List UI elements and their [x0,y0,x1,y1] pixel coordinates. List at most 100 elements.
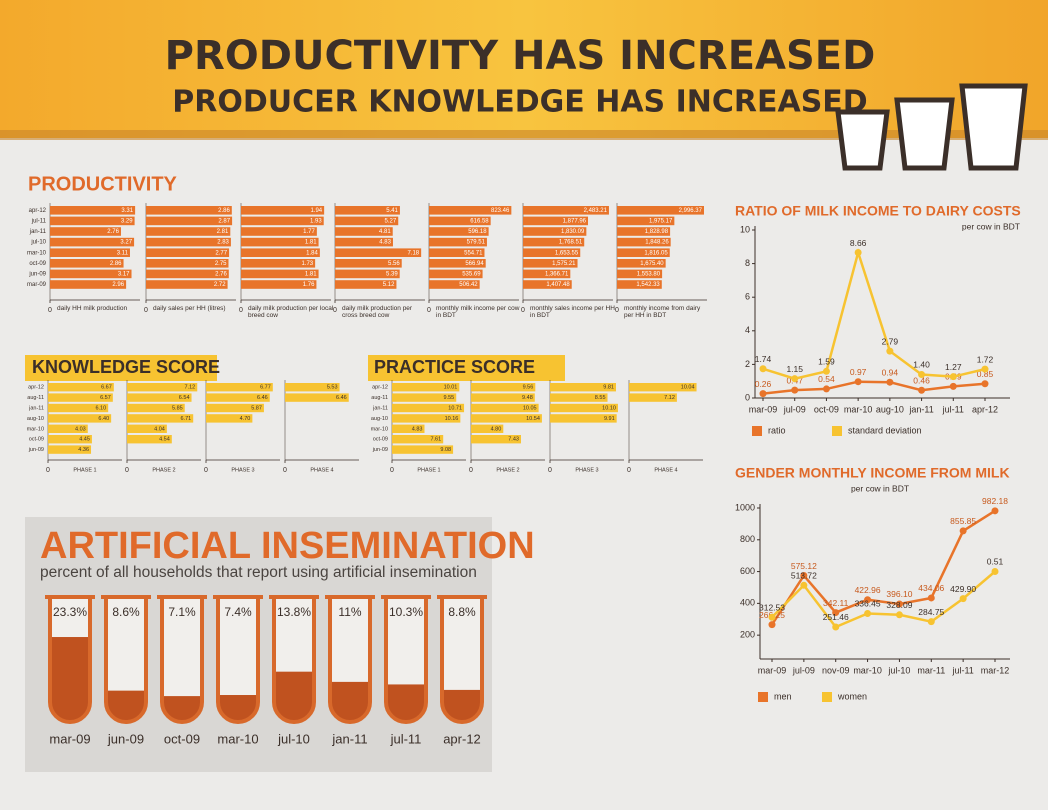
bar [50,237,135,247]
bar [48,393,113,402]
value-label: 10.16 [445,416,459,422]
bar [285,383,340,392]
value-label: 1,542.33 [636,282,660,288]
chart-title: ARTIFICIAL INSEMINATION [40,525,535,567]
x-tick-label: jul-10 [887,665,910,675]
value-label: 1.73 [301,261,313,267]
y-tick-label: 2 [745,359,750,369]
value-label: 0.51 [987,557,1004,567]
value-label: 1,675.40 [640,261,664,267]
tube-fill [50,637,90,722]
value-label: 429.90 [950,584,976,594]
bar [127,414,194,423]
caption-box: daily milk production per local breed co… [248,305,333,319]
x-tick-label: jul-09 [792,665,815,675]
chart-subtitle: per cow in BDT [962,221,1020,231]
bar [335,227,393,236]
category-label: oct-09 [164,731,200,746]
data-point [791,375,799,383]
category-label: jun-09 [28,271,46,277]
value-label: 336.45 [855,599,881,609]
x-tick-label: mar-12 [981,665,1010,675]
x-tick-label: jan-11 [908,404,933,414]
value-label: 9.91 [604,416,615,422]
value-label: 513.72 [791,571,817,581]
category-label: mar-10 [217,731,258,746]
value-label: 1.84 [306,250,318,256]
tube-outline [384,598,428,724]
value-label: 5.12 [383,282,395,288]
x-tick-label: mar-09 [749,404,778,414]
category-label: jan-11 [372,405,388,411]
category-label: jul-10 [30,240,46,246]
category-label: mar-10 [27,426,44,432]
section-title: PRODUCTIVITY [28,173,178,195]
bar [146,269,229,279]
value-label: 6.46 [336,395,347,401]
value-label: 3.31 [121,208,133,214]
x-tick-label: apr-12 [972,404,998,414]
bar [471,435,521,444]
category-label: aug-11 [27,395,44,401]
value-label: 4.81 [379,229,391,235]
value-label: 6.57 [100,395,111,401]
bar [285,393,349,402]
bar [471,393,535,402]
x-tick-label: 0 [283,467,287,474]
bar [392,393,457,402]
bar [48,403,109,413]
bar [629,393,677,402]
bar [429,259,486,268]
value-label: 9.08 [440,447,451,453]
caption-box: monthly milk income per cow in BDT [436,305,519,319]
tube-outline [440,598,484,724]
value-label: 535.69 [462,271,481,277]
bar [127,393,192,402]
panel-caption: monthly income from dairy per HH in BDT [624,305,701,320]
bar [617,237,671,247]
tube-outline [104,598,148,724]
value-label: 6.71 [180,416,191,422]
value-label: 6.46 [257,395,268,401]
x-tick-label: mar-10 [853,665,882,675]
bar [146,216,233,226]
bar [550,403,618,413]
value-label: 434.06 [918,583,944,593]
value-label: 342.11 [823,598,849,608]
category-label: mar-09 [49,731,90,746]
value-label: 6.54 [179,395,190,401]
bar [241,206,325,215]
caption-box: daily sales per HH (litres) [153,305,226,312]
y-tick-label: 8 [745,258,750,268]
x-tick-label: jul-11 [942,404,964,414]
value-label: 5.53 [327,385,338,391]
data-point [822,385,830,393]
value-label: 0.26 [755,379,772,389]
bar [241,259,316,268]
series-line [762,380,986,395]
value-label: 506.42 [459,282,478,288]
value-label: 4.45 [79,437,90,443]
bar [335,248,422,257]
x-tick-label: 0 [390,467,394,474]
data-point [768,613,776,621]
value-label: 5.41 [386,208,398,214]
value-label: 1,653.55 [555,250,579,256]
bar [429,206,512,215]
value-label: 7.12 [185,385,196,391]
value-label: 1,816.05 [644,250,668,256]
bar [146,237,231,247]
bar [550,414,617,423]
bar [429,248,485,257]
value-label: 1.59 [818,357,835,367]
bar [550,383,616,392]
value-label: 8.6% [112,605,140,619]
bar [523,269,571,279]
bar [50,248,130,257]
value-label: 575.12 [791,561,817,571]
category-label: aug-11 [371,395,388,401]
series-line [771,570,996,629]
x-tick-label: 0 [548,467,552,474]
bar [241,269,319,279]
value-label: 4.80 [491,426,502,432]
